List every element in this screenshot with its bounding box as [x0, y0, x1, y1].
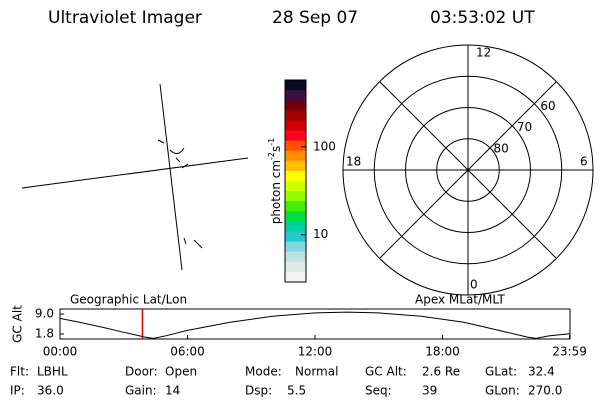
info-key: GLon: [485, 384, 520, 398]
x-tick-label: 23:59 [552, 345, 587, 359]
colorbar-label: photon cm-2s-1 [267, 138, 283, 225]
mlt-label: 0 [470, 278, 478, 292]
timeline-left-label: Geographic Lat/Lon [70, 293, 187, 307]
colorbar-segment [285, 110, 306, 121]
info-key: Seq: [365, 384, 392, 398]
colorbar-tick-label: 100 [313, 139, 336, 153]
info-key: GC Alt: [365, 365, 407, 379]
lat-label: 60 [540, 99, 555, 113]
colorbar-segment [285, 170, 306, 182]
lat-ring [373, 75, 563, 265]
x-tick-label: 06:00 [170, 345, 205, 359]
colorbar-segment [285, 90, 306, 101]
timeline-right-label: Apex MLat/MLT [415, 293, 505, 307]
info-key: Dsp: [245, 384, 272, 398]
colorbar-segment [285, 130, 306, 142]
lat-ring [436, 138, 500, 202]
colorbar-segment [285, 221, 306, 232]
time: 03:53:02 UT [430, 8, 535, 28]
info-value: 270.0 [528, 384, 562, 398]
colorbar-segment [285, 150, 306, 162]
colorbar-segment [285, 201, 306, 212]
colorbar-segment [285, 211, 306, 222]
polar-outer [342, 44, 594, 296]
info-value: 32.4 [528, 365, 555, 379]
lat-label: 70 [517, 120, 532, 134]
info-value: 36.0 [37, 384, 64, 398]
info-value: 39 [422, 384, 437, 398]
x-tick-label: 18:00 [425, 345, 460, 359]
label-part: -1 [267, 138, 276, 146]
y-tick-label: 9.0 [35, 307, 54, 321]
info-key: Mode: [245, 365, 282, 379]
info-key: Gain: [125, 384, 157, 398]
mlt-label: 12 [476, 46, 491, 60]
info-value: Normal [295, 365, 338, 379]
map-lines [21, 83, 249, 271]
label-part: photon cm [269, 160, 283, 224]
x-tick-label: 00:00 [43, 345, 78, 359]
x-tick-label: 12:00 [298, 345, 333, 359]
colorbar-segment [285, 241, 306, 253]
mlt-label: 6 [580, 155, 588, 169]
y-tick-label: 1.8 [35, 327, 54, 341]
date: 28 Sep 07 [272, 8, 358, 28]
colorbar-segment [285, 160, 306, 172]
label-part: s [269, 146, 283, 152]
info-value: 2.6 Re [422, 365, 460, 379]
colorbar-segment [285, 140, 306, 152]
info-key: Door: [125, 365, 158, 379]
timeline-ylabel: GC Alt [11, 305, 25, 343]
instrument: Ultraviolet Imager [48, 8, 202, 28]
colorbar-segment [285, 80, 306, 91]
lat-label: 80 [493, 141, 508, 155]
info-value: 5.5 [287, 384, 306, 398]
info-key: IP: [10, 384, 25, 398]
colorbar-segment [285, 100, 306, 111]
lat-ring [405, 107, 531, 233]
label-part: -2 [267, 152, 276, 160]
info-value: 14 [165, 384, 180, 398]
colorbar-segment [285, 191, 306, 202]
polar-frame [343, 45, 593, 295]
colorbar-segment [285, 251, 306, 263]
colorbar-segment [285, 261, 306, 273]
info-value: Open [165, 365, 197, 379]
timeline-frame [59, 308, 571, 340]
colorbar-segment [285, 181, 306, 192]
colorbar-segment [285, 120, 306, 131]
mlt-label: 18 [346, 155, 361, 169]
colorbar-tick-label: 10 [313, 227, 328, 241]
colorbar-segment [285, 231, 306, 243]
colorbar-frame [284, 79, 307, 283]
info-key: GLat: [485, 365, 517, 379]
altitude-line [59, 311, 570, 339]
info-key: Flt: [10, 365, 29, 379]
info-value: LBHL [37, 365, 68, 379]
colorbar-segment [285, 271, 306, 283]
